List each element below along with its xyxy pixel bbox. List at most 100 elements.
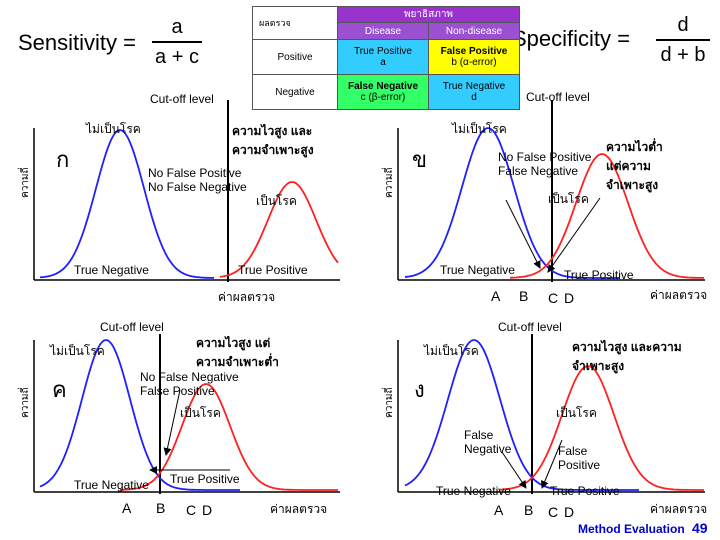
true-positive-label: True Positive bbox=[238, 263, 308, 277]
page-number: 49 bbox=[692, 520, 708, 536]
panel-letter: ข bbox=[412, 148, 428, 173]
cell-false-negative: False Negative c (β-error) bbox=[337, 74, 429, 110]
note-label: No False Negative bbox=[140, 370, 239, 384]
sensitivity-denominator: a + c bbox=[155, 46, 199, 68]
specificity-label: Specificity = bbox=[512, 26, 630, 51]
fraction-bar bbox=[152, 41, 202, 43]
cell-label: False Positive bbox=[440, 46, 508, 57]
healthy-curve bbox=[39, 339, 240, 491]
healthy-label: ไม่เป็นโรค bbox=[424, 344, 479, 358]
true-negative-label: True Negative bbox=[74, 263, 149, 277]
disease-curve bbox=[219, 181, 339, 278]
row-positive: Positive bbox=[252, 39, 338, 75]
note-label: False Positive bbox=[558, 444, 601, 472]
cell-label: True Negative bbox=[442, 81, 506, 92]
quality-label: ความไวสูง และความจำเพาะสูง bbox=[572, 340, 682, 373]
true-negative-label: True Negative bbox=[436, 484, 511, 498]
cutoff-label: Cut-off level bbox=[150, 92, 214, 106]
quality-label: ความไวสูง แต่ความจำเพาะต่ำ bbox=[196, 336, 279, 369]
disease-curve bbox=[120, 383, 338, 491]
x-axis-label: ค่าผลตรวจ bbox=[650, 288, 708, 302]
true-positive-label: True Positive bbox=[550, 484, 620, 498]
cell-label: True Positive bbox=[354, 46, 412, 57]
sensitivity-numerator: a bbox=[171, 16, 183, 38]
point-label: A bbox=[122, 500, 132, 516]
x-axis-label: ค่าผลตรวจ bbox=[270, 502, 328, 516]
healthy-curve bbox=[404, 127, 619, 279]
note-label: False Positive bbox=[140, 384, 215, 398]
sensitivity-fraction: a a + c bbox=[152, 16, 202, 68]
panel-letter: ค bbox=[52, 378, 67, 403]
col-disease: Disease bbox=[337, 22, 429, 40]
pointer-arrow bbox=[163, 389, 181, 456]
col-nondisease: Non-disease bbox=[428, 22, 520, 40]
cell-true-negative: True Negative d bbox=[428, 74, 520, 110]
point-label: D bbox=[564, 290, 575, 306]
point-label: D bbox=[564, 504, 575, 520]
quality-label: ความไวต่ำ แต่ความจำเพาะสูง bbox=[606, 140, 663, 192]
disease-label: เป็นโรค bbox=[180, 406, 221, 420]
specificity-numerator: d bbox=[677, 14, 689, 36]
healthy-label: ไม่เป็นโรค bbox=[50, 344, 105, 358]
disease-label: เป็นโรค bbox=[548, 192, 589, 206]
healthy-label: ไม่เป็นโรค bbox=[452, 122, 507, 136]
point-label: B bbox=[524, 502, 534, 518]
disease-curve bbox=[509, 153, 704, 279]
cutoff-label: Cut-off level bbox=[526, 90, 590, 104]
note-label: No False Negative bbox=[148, 180, 247, 194]
footer-title: Method Evaluation bbox=[578, 522, 685, 536]
pointer-arrow bbox=[541, 439, 563, 489]
point-label: B bbox=[519, 288, 529, 304]
healthy-curve bbox=[39, 129, 214, 279]
panel-letter: ง bbox=[414, 378, 425, 403]
note-label: No False Positive bbox=[498, 150, 592, 164]
x-axis-label: ค่าผลตรวจ bbox=[218, 290, 276, 304]
x-axis-label: ค่าผลตรวจ bbox=[650, 502, 708, 516]
cutoff-label: Cut-off level bbox=[498, 320, 562, 334]
pointer-arrow bbox=[501, 451, 527, 489]
specificity-fraction: d d + b bbox=[656, 14, 710, 66]
point-label: C bbox=[548, 504, 559, 520]
table-header: พยาธิสภาพ bbox=[337, 6, 520, 23]
cell-symbol: a bbox=[380, 57, 386, 68]
cell-symbol: b (α-error) bbox=[451, 57, 497, 68]
note-label: False Negative bbox=[464, 428, 512, 456]
true-negative-label: True Negative bbox=[74, 478, 149, 492]
point-label: B bbox=[156, 500, 166, 516]
row-negative: Negative bbox=[252, 74, 338, 110]
panel-letter: ก bbox=[56, 148, 70, 173]
point-label: C bbox=[186, 502, 197, 518]
specificity-denominator: d + b bbox=[660, 44, 706, 66]
cell-false-positive: False Positive b (α-error) bbox=[428, 39, 520, 75]
cell-symbol: d bbox=[471, 92, 477, 103]
cell-symbol: c (β-error) bbox=[360, 92, 406, 103]
true-positive-label: True Positive bbox=[564, 268, 634, 282]
y-axis-label: ความถี่ bbox=[384, 167, 395, 198]
healthy-label: ไม่เป็นโรค bbox=[86, 122, 141, 136]
point-label: A bbox=[491, 288, 501, 304]
cell-label: False Negative bbox=[347, 81, 419, 92]
disease-label: เป็นโรค bbox=[256, 194, 297, 208]
point-label: C bbox=[548, 290, 559, 306]
true-negative-label: True Negative bbox=[440, 263, 515, 277]
note-label: False Negative bbox=[498, 164, 579, 178]
y-axis-label: ความถี่ bbox=[384, 387, 395, 418]
y-axis-label: ความถี่ bbox=[20, 167, 31, 198]
fraction-bar bbox=[656, 39, 710, 41]
disease-label: เป็นโรค bbox=[556, 406, 597, 420]
quality-label: ความไวสูง และความจำเพาะสูง bbox=[232, 124, 314, 157]
disease-curve bbox=[499, 365, 704, 491]
cutoff-label: Cut-off level bbox=[100, 320, 164, 334]
point-label: A bbox=[494, 502, 504, 518]
y-axis-label: ความถี่ bbox=[20, 387, 31, 418]
sensitivity-label: Sensitivity = bbox=[18, 30, 136, 55]
contingency-table: ผลตรวจ พยาธิสภาพ Disease Non-disease Pos… bbox=[252, 6, 520, 110]
note-label: No False Positive bbox=[148, 166, 242, 180]
pointer-arrow bbox=[547, 197, 601, 273]
point-label: D bbox=[202, 502, 213, 518]
table-corner: ผลตรวจ bbox=[252, 6, 338, 40]
healthy-curve bbox=[404, 339, 639, 491]
true-positive-label: True Positive bbox=[170, 472, 240, 486]
pointer-arrow bbox=[505, 199, 541, 269]
